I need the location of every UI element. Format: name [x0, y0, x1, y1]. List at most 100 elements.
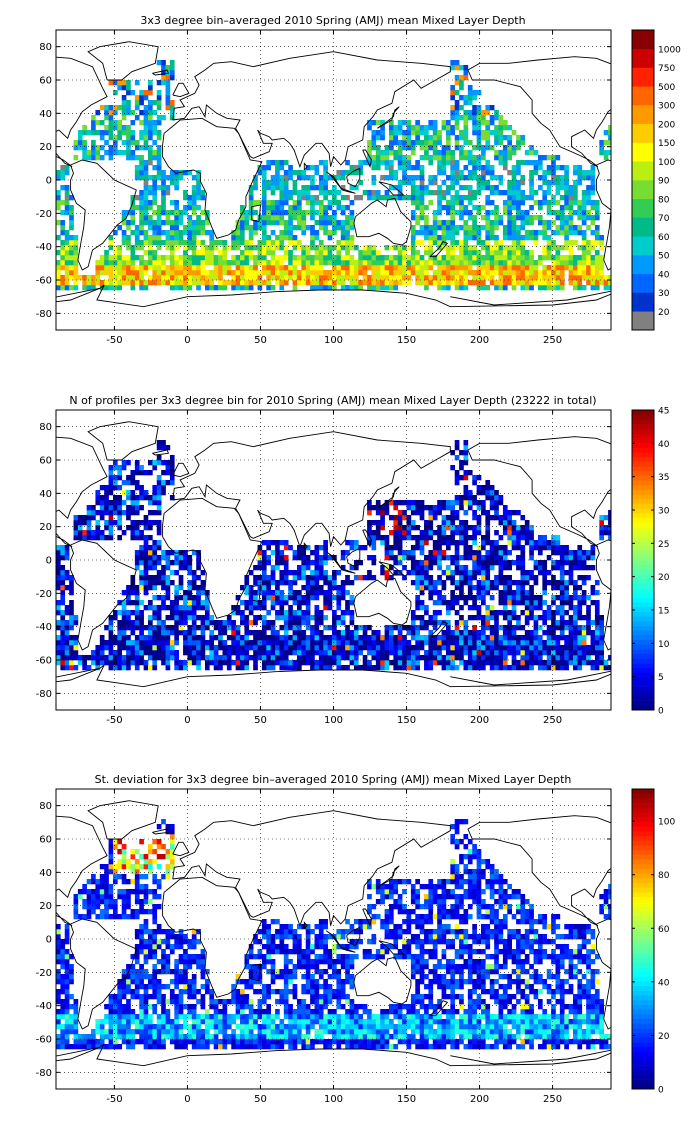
data-cell [419, 615, 425, 621]
data-cell [577, 265, 583, 271]
data-cell [266, 645, 271, 651]
data-cell [139, 200, 144, 206]
data-cell [520, 645, 526, 651]
data-cell [529, 635, 534, 641]
data-cell [183, 610, 188, 616]
data-cell [148, 635, 153, 641]
data-cell [489, 170, 495, 176]
data-cell [555, 595, 561, 601]
data-cell [130, 590, 136, 596]
data-cell [472, 480, 477, 486]
data-cell [494, 550, 499, 556]
data-cell [419, 655, 425, 661]
data-cell [332, 615, 337, 621]
data-cell [56, 555, 61, 561]
data-cell [310, 570, 315, 576]
data-cell [445, 520, 451, 526]
data-cell [498, 500, 504, 506]
colorbar-tick-label: 20 [658, 308, 670, 318]
data-cell [279, 245, 285, 251]
data-cell [248, 590, 254, 596]
data-cell [148, 655, 153, 661]
data-cell [353, 260, 359, 266]
coastline [56, 284, 611, 308]
data-cell [555, 610, 561, 616]
data-cell [336, 220, 342, 226]
data-cell [428, 145, 434, 151]
data-cell [551, 280, 556, 286]
data-cell [410, 210, 416, 216]
data-cell [349, 620, 355, 626]
data-cell [564, 600, 569, 606]
data-cell [529, 220, 534, 226]
data-cell [590, 175, 596, 181]
data-cell [419, 165, 425, 171]
data-cell [108, 150, 114, 156]
data-cell [152, 140, 158, 146]
data-cell [502, 165, 508, 171]
data-cell [340, 185, 346, 191]
data-cell [266, 555, 271, 561]
data-cell [152, 490, 158, 496]
data-cell [148, 110, 153, 116]
data-cell [244, 635, 250, 641]
data-cell [397, 130, 403, 136]
data-cell [437, 530, 442, 536]
colorbar-tick-label: 70 [658, 214, 670, 224]
data-cell [156, 240, 162, 246]
data-cell [424, 535, 429, 541]
data-cell [542, 590, 548, 596]
data-cell [551, 580, 556, 586]
data-cell [345, 285, 350, 291]
data-cell [152, 150, 158, 156]
data-cell [283, 185, 289, 191]
data-cell [485, 655, 491, 661]
data-cell [485, 275, 491, 281]
data-cell [340, 595, 346, 601]
data-cell [415, 650, 420, 656]
data-cell [143, 515, 149, 521]
data-cell [261, 205, 267, 211]
data-cell [472, 95, 477, 101]
data-cell [498, 285, 504, 291]
data-cell [174, 285, 179, 291]
data-cell [288, 595, 293, 601]
data-cell [253, 185, 258, 191]
data-cell [266, 610, 271, 616]
data-cell [126, 655, 131, 661]
data-cell [305, 190, 311, 196]
data-cell [161, 650, 166, 656]
data-cell [218, 660, 223, 666]
data-cell [266, 245, 271, 251]
data-cell [191, 655, 197, 661]
data-cell [384, 155, 390, 161]
data-cell [226, 270, 232, 276]
data-cell [511, 255, 517, 261]
data-cell [445, 635, 451, 641]
data-cell [481, 640, 486, 646]
data-cell [494, 545, 499, 551]
data-cell [472, 635, 477, 641]
data-cell [156, 570, 162, 576]
data-cell [507, 535, 512, 541]
data-cell [165, 555, 171, 561]
data-cell [502, 530, 508, 536]
data-cell [375, 270, 381, 276]
data-cell [200, 580, 206, 586]
data-cell [143, 490, 149, 496]
data-cell [310, 585, 315, 591]
data-cell [314, 565, 320, 571]
data-cell [130, 480, 136, 486]
data-cell [191, 245, 197, 251]
data-cell [437, 575, 442, 581]
data-cell [108, 655, 114, 661]
data-cell [568, 245, 574, 251]
data-cell [353, 270, 359, 276]
data-cell [502, 235, 508, 241]
data-cell [283, 180, 289, 186]
data-cell [507, 280, 512, 286]
data-cell [459, 85, 464, 91]
data-cell [266, 560, 271, 566]
data-cell [292, 265, 298, 271]
data-cell [502, 635, 508, 641]
